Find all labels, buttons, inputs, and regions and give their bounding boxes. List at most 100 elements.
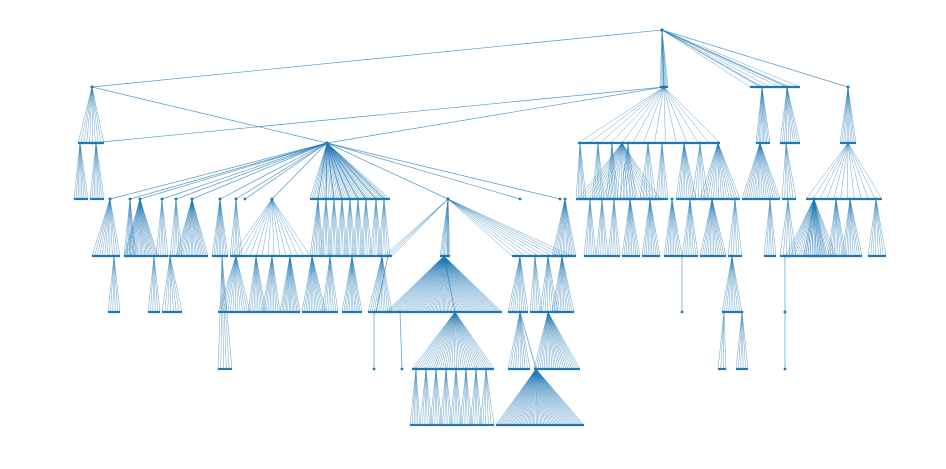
tree-edge [528,368,537,426]
tree-edge [161,198,164,257]
tree-edge [235,255,238,313]
tree-edge [255,255,261,313]
tree-edge [326,142,362,200]
tree-edge [607,198,615,257]
tree-edge [429,255,445,313]
tree-edge [683,142,697,200]
tree-node [168,254,172,258]
tree-edge [442,311,456,370]
tree-edge [123,198,131,257]
tree-node [160,197,164,201]
tree-edge [629,198,635,257]
tree-edge [688,198,691,257]
tree-edge [717,142,741,200]
tree-edge [271,198,305,257]
tree-node [348,197,352,201]
tree-edge [191,198,205,257]
tree-edge [512,311,521,370]
tree-edge [547,311,579,370]
tree-edge [255,255,259,313]
tree-edge [701,198,713,257]
tree-edge [689,198,692,257]
tree-edge [225,255,237,313]
tree-edge [372,255,383,313]
tree-edge [647,142,657,200]
tree-edge [809,198,815,257]
tree-edge [846,198,851,257]
tree-edge [311,255,313,313]
tree-edge [734,198,737,257]
tree-edge [432,368,437,426]
tree-node [372,367,376,371]
tree-edge [455,368,460,426]
tree-edge [535,368,540,426]
tree-edge [131,198,141,257]
tree-edge [104,198,111,257]
tree-edge [661,29,669,88]
tree-edge [428,255,445,313]
tree-edge [786,86,798,144]
tree-edge [741,142,761,200]
tree-edge [219,198,223,257]
tree-edge [519,311,526,370]
tree-edge [684,198,691,257]
tree-edge [329,255,332,313]
tree-edge [547,255,556,313]
tree-edge [139,198,142,257]
tree-edge [707,198,713,257]
tree-edge [512,368,537,426]
tree-edge [592,142,623,200]
tree-edge [123,198,141,257]
tree-node [356,197,360,201]
tree-edge [91,86,96,144]
tree-edge [139,198,147,257]
tree-edge [416,311,456,370]
tree-edge [681,198,691,257]
tree-edge [661,29,771,88]
tree-node [434,367,438,371]
tree-edge [847,142,869,200]
tree-edge [113,255,116,313]
tree-edge [621,142,646,200]
tree-edge [75,142,81,200]
tree-node [588,197,592,201]
tree-edge [454,311,495,370]
tree-edge [289,255,301,313]
tree-edge [95,142,101,200]
tree-edge [362,198,367,257]
tree-edge [125,198,141,257]
tree-edge [113,255,121,313]
tree-edge [629,198,639,257]
tree-edge [351,255,355,313]
tree-node [783,310,787,314]
tree-edge [564,198,569,257]
tree-node [374,197,378,201]
tree-node [722,310,726,314]
tree-edge [326,142,380,200]
tree-edge [813,198,832,257]
tree-edge [444,311,456,370]
tree-edge [447,198,566,257]
tree-edge [530,368,537,426]
tree-edge [698,142,701,200]
tree-edge [589,198,594,257]
tree-edge [826,142,849,200]
tree-edge [601,198,609,257]
tree-edge [711,198,717,257]
tree-edge [271,142,328,200]
tree-edge [513,368,537,426]
tree-edge [374,255,383,313]
tree-edge [391,198,449,257]
tree-edge [129,198,141,257]
tree-edge [744,142,761,200]
tree-edge [169,255,180,313]
tree-edge [805,142,849,200]
tree-edge [442,368,447,426]
tree-edge [235,255,237,313]
tree-edge [611,142,614,200]
tree-edge [235,198,240,257]
tree-edge [711,198,723,257]
tree-node [740,310,744,314]
tree-edge [289,255,296,313]
